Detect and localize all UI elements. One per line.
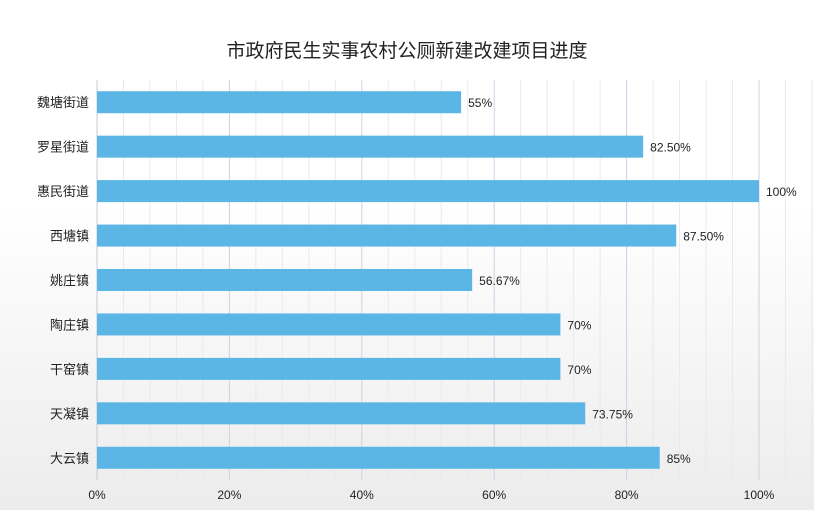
category-label: 罗星街道 [37, 141, 89, 156]
category-label: 大云镇 [50, 452, 89, 467]
category-label: 陶庄镇 [50, 317, 89, 333]
data-label: 55% [468, 96, 492, 110]
data-label: 70% [567, 318, 591, 332]
chart-title: 市政府民生实事农村公厕新建改建项目进度 [226, 40, 588, 62]
x-tick-label: 100% [744, 488, 775, 502]
x-tick-label: 20% [217, 488, 241, 502]
category-label: 西塘镇 [50, 229, 89, 245]
bar [97, 91, 462, 114]
x-tick-label: 80% [615, 488, 639, 502]
x-tick-label: 40% [350, 488, 374, 502]
bar [97, 357, 561, 380]
category-label: 天凝镇 [50, 406, 89, 422]
bar [97, 224, 677, 247]
data-label: 70% [567, 363, 591, 377]
data-label: 100% [766, 185, 797, 199]
bar [97, 446, 660, 469]
data-label: 82.50% [650, 141, 691, 155]
category-label: 魏塘街道 [37, 95, 89, 111]
x-tick-label: 60% [482, 488, 506, 502]
data-label: 85% [667, 452, 691, 466]
data-label: 73.75% [592, 407, 633, 421]
data-label: 56.67% [479, 274, 520, 288]
bar [97, 313, 561, 336]
bar [97, 269, 473, 291]
bar [97, 402, 586, 425]
category-label: 干窑镇 [50, 362, 89, 378]
category-label: 惠民街道 [37, 185, 89, 200]
category-label: 姚庄镇 [50, 273, 89, 289]
bar [97, 135, 644, 158]
x-tick-label: 0% [88, 488, 106, 502]
bar [97, 180, 759, 203]
data-label: 87.50% [683, 230, 724, 244]
